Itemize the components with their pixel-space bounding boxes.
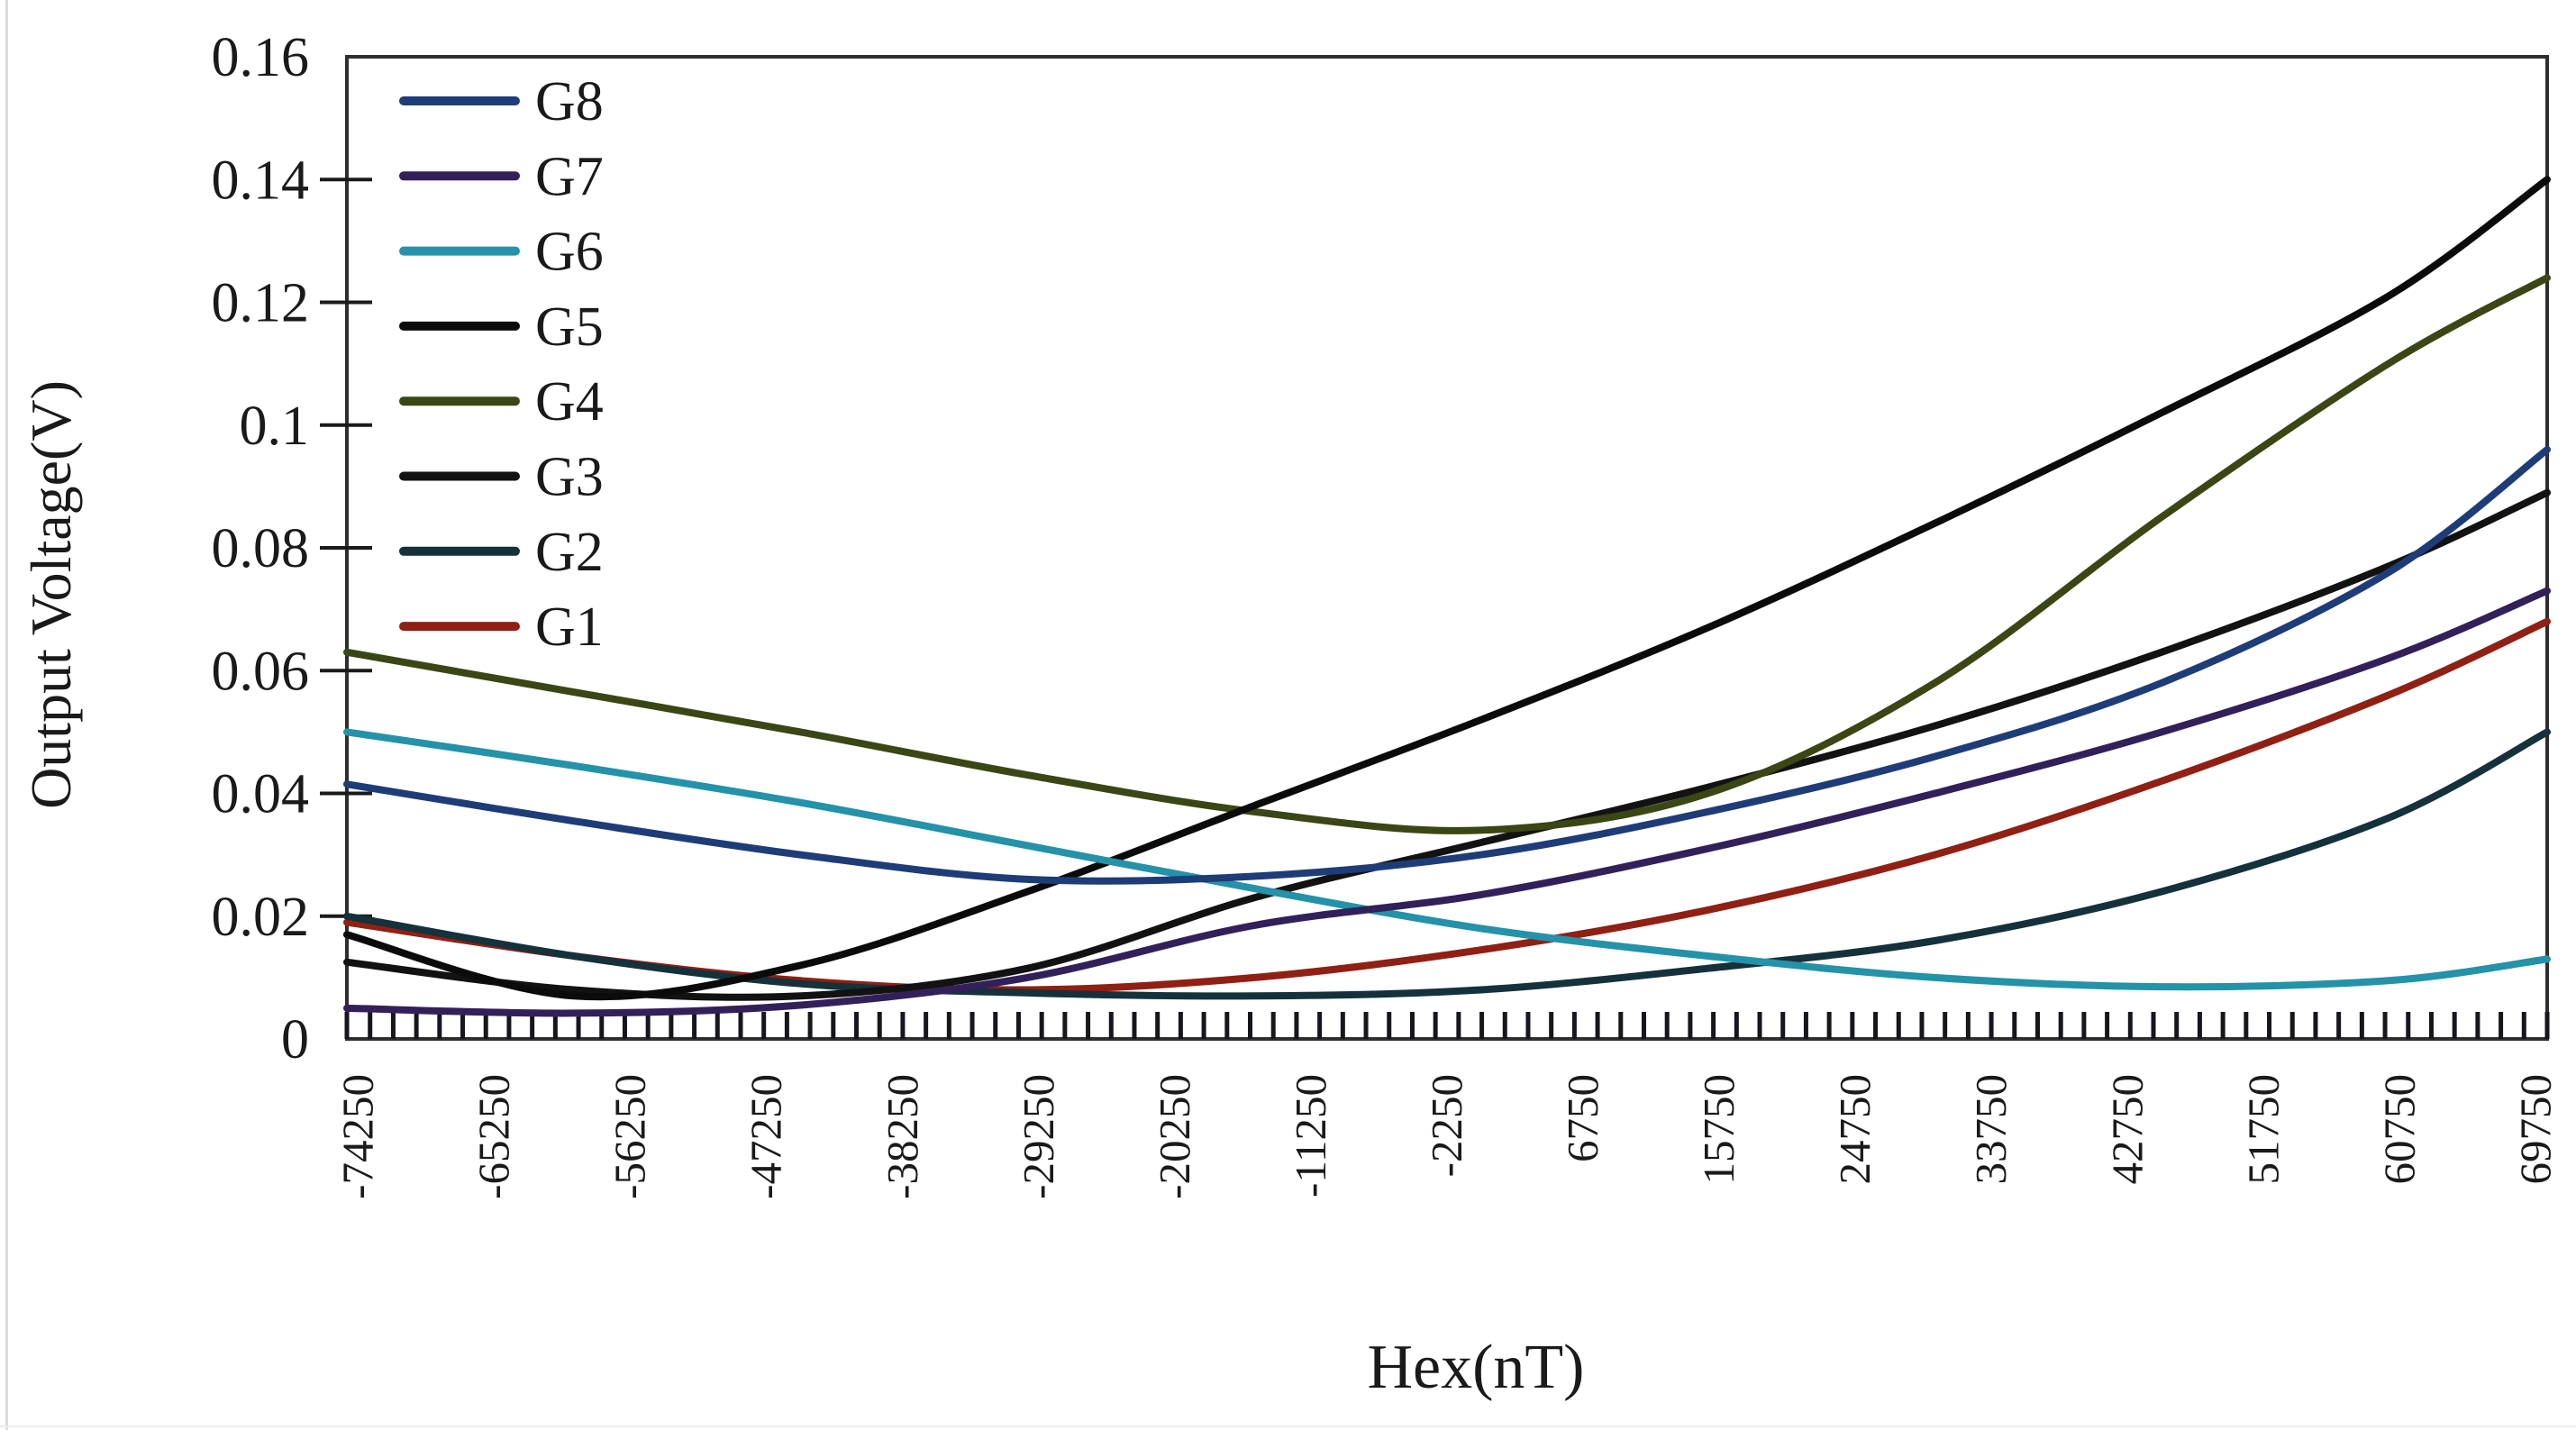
- x-tick-label: 60750: [2374, 1074, 2424, 1185]
- y-tick-label: 0.16: [212, 27, 310, 88]
- y-tick-label: 0.06: [212, 641, 310, 702]
- x-tick-label: 24750: [1830, 1074, 1880, 1185]
- series-line-G4: [343, 274, 2551, 834]
- y-tick-label: 0.1: [240, 396, 310, 457]
- series-line-G5: [343, 176, 2551, 1001]
- series-line-G7: [343, 587, 2551, 1017]
- legend-label-G2: G2: [535, 522, 604, 583]
- plot-area: 0.16 0.14 0.12 0.1 0.08 0.06 0.04 0.02 0 -74250 -6…: [212, 27, 2561, 1199]
- y-tick-label: 0.04: [212, 764, 310, 825]
- y-tick-label: 0.14: [212, 150, 310, 211]
- series-line-G8: [343, 446, 2551, 885]
- x-tick-label: 15750: [1694, 1074, 1743, 1185]
- y-axis-title: Output Voltage(V): [19, 380, 83, 809]
- x-tick-label: -11250: [1286, 1074, 1335, 1198]
- figure-left-border: [5, 0, 8, 1430]
- legend-label-G6: G6: [535, 222, 604, 283]
- x-tick-label: 69750: [2510, 1074, 2560, 1185]
- x-axis-title: Hex(nT): [1367, 1333, 1584, 1402]
- legend-label-G1: G1: [535, 597, 604, 658]
- series-line-G6: [343, 728, 2551, 991]
- x-tick-label: 42750: [2102, 1074, 2152, 1185]
- x-tick-label: 51750: [2238, 1074, 2288, 1185]
- figure-bottom-border: [0, 1425, 2576, 1427]
- x-tick-label: -47250: [742, 1074, 791, 1199]
- x-tick-label: -20250: [1150, 1074, 1199, 1199]
- plot-frame: [345, 55, 2549, 1041]
- x-tick-label: -29250: [1014, 1074, 1063, 1199]
- x-tick-label: 6750: [1558, 1074, 1607, 1162]
- series-line-G3: [343, 488, 2551, 1001]
- x-tick-label: 33750: [1966, 1074, 2016, 1185]
- legend-label-G7: G7: [535, 146, 604, 207]
- x-tick-label: -56250: [605, 1074, 655, 1199]
- y-tick-label: 0.02: [212, 887, 310, 948]
- x-tick-label: -74250: [333, 1074, 383, 1199]
- series-line-G1: [343, 617, 2551, 994]
- y-tick-label: 0.12: [212, 273, 310, 334]
- legend-label-G5: G5: [535, 296, 604, 358]
- legend-label-G3: G3: [535, 447, 604, 508]
- y-tick-label: 0: [281, 1009, 309, 1070]
- legend-label-G4: G4: [535, 371, 604, 433]
- y-tick-label: 0.08: [212, 518, 310, 579]
- x-tick-label: -38250: [878, 1074, 927, 1199]
- x-tick-label: -65250: [469, 1074, 519, 1199]
- legend-label-G8: G8: [535, 71, 604, 132]
- x-tick-label: -2250: [1422, 1074, 1471, 1177]
